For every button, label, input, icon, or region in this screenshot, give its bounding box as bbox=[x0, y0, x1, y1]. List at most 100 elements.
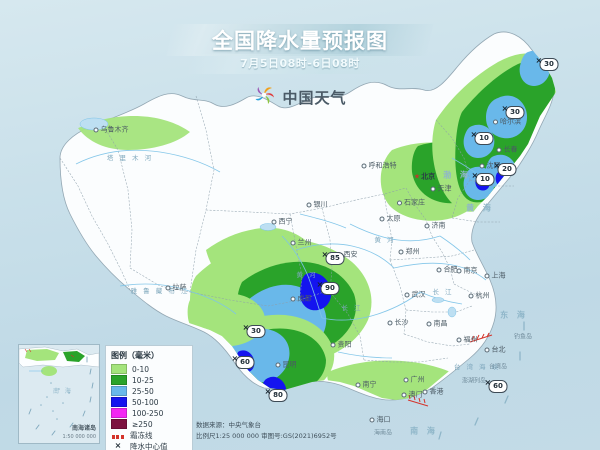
city-label[interactable]: 武汉 bbox=[403, 291, 426, 299]
legend-label: ≥250 bbox=[132, 419, 153, 429]
city-dot-icon bbox=[398, 249, 404, 254]
precip-center-cross-icon: × bbox=[316, 280, 324, 289]
city-label[interactable]: 台北 bbox=[483, 346, 506, 354]
city-label[interactable]: 贵阳 bbox=[329, 341, 352, 349]
city-dot-icon bbox=[93, 127, 99, 132]
city-label[interactable]: ★北京 bbox=[413, 172, 436, 181]
legend-label: 25-50 bbox=[132, 386, 154, 396]
city-label[interactable]: 长春 bbox=[495, 146, 518, 154]
city-label[interactable]: 香港 bbox=[421, 388, 444, 396]
legend-row: 100-250 bbox=[111, 408, 187, 418]
legend-row: 0-10 bbox=[111, 364, 187, 374]
precip-center-cross-icon: × bbox=[264, 387, 272, 396]
legend-row: 10-25 bbox=[111, 375, 187, 385]
city-dot-icon bbox=[426, 321, 432, 326]
map-scale-label: 比例尺1:25 000 000 审图号:GS(2021)6952号 bbox=[196, 432, 337, 440]
south-china-sea-inset-map[interactable]: 南 海 南海诸岛 1:50 000 000 bbox=[18, 344, 100, 444]
city-label[interactable]: 郑州 bbox=[397, 248, 420, 256]
city-dot-icon bbox=[290, 240, 296, 245]
precipitation-center: 10 × bbox=[472, 166, 495, 186]
precipitation-center: 30 × bbox=[502, 99, 525, 119]
precip-center-cross-icon: × bbox=[493, 161, 501, 170]
city-dot-icon bbox=[306, 202, 312, 207]
city-dot-icon bbox=[456, 268, 462, 273]
precipitation-center: 30 × bbox=[243, 318, 266, 338]
legend-swatch bbox=[111, 386, 127, 396]
sea-label: 黄 海 bbox=[466, 203, 494, 213]
city-dot-icon bbox=[479, 163, 485, 168]
city-label[interactable]: 石家庄 bbox=[395, 199, 425, 207]
legend-swatch bbox=[111, 419, 127, 429]
river-label: 黄 河 bbox=[296, 271, 318, 279]
city-label[interactable]: 长沙 bbox=[386, 319, 409, 327]
city-label[interactable]: 南昌 bbox=[425, 320, 448, 328]
city-label[interactable]: 沈阳 bbox=[478, 162, 501, 170]
city-label[interactable]: 海口 bbox=[368, 416, 391, 424]
precip-center-cross-icon: × bbox=[470, 130, 478, 139]
city-label[interactable]: 昆明 bbox=[274, 361, 297, 369]
city-label[interactable]: 合肥 bbox=[435, 266, 458, 274]
city-label[interactable]: 拉萨 bbox=[164, 284, 187, 292]
precipitation-center: 85 × bbox=[322, 245, 345, 265]
river-label: 台 湾 海 峡 bbox=[453, 363, 501, 371]
precipitation-center: 80 × bbox=[265, 382, 288, 402]
precip-center-cross-icon: × bbox=[231, 354, 239, 363]
legend-row-center: × 降水中心值 bbox=[111, 441, 187, 450]
city-label[interactable]: 杭州 bbox=[467, 292, 490, 300]
city-label[interactable]: 南京 bbox=[455, 267, 478, 275]
city-label[interactable]: 哈尔滨 bbox=[491, 118, 521, 126]
city-label[interactable]: 银川 bbox=[305, 201, 328, 209]
legend-label: 100-250 bbox=[132, 408, 164, 418]
legend-title: 图例（毫米） bbox=[111, 351, 159, 360]
precip-center-cross-icon: × bbox=[242, 323, 250, 332]
city-dot-icon bbox=[456, 337, 462, 342]
city-label[interactable]: 西宁 bbox=[270, 218, 293, 226]
inset-scale-label: 1:50 000 000 bbox=[62, 434, 97, 440]
city-dot-icon bbox=[397, 200, 402, 205]
precipitation-center: 30 × bbox=[536, 51, 559, 71]
precipitation-center: 90 × bbox=[317, 275, 340, 295]
city-label[interactable]: 呼和浩特 bbox=[360, 162, 397, 170]
frost-line-icon bbox=[111, 431, 125, 439]
city-dot-icon bbox=[493, 119, 498, 124]
city-label[interactable]: 澳门 bbox=[400, 391, 423, 399]
island-label: 台湾岛 bbox=[488, 363, 508, 371]
precip-center-value: 80 bbox=[268, 389, 288, 402]
lakes bbox=[79, 117, 457, 318]
city-dot-icon bbox=[369, 417, 375, 422]
city-dot-icon bbox=[387, 320, 393, 325]
city-label[interactable]: 广州 bbox=[402, 376, 425, 384]
legend-swatch bbox=[111, 364, 127, 374]
city-label[interactable]: 太原 bbox=[378, 215, 401, 223]
city-label[interactable]: 济南 bbox=[423, 222, 446, 230]
legend-label: 50-100 bbox=[132, 397, 159, 407]
city-dot-icon bbox=[496, 147, 502, 152]
city-label[interactable]: 南宁 bbox=[354, 381, 377, 389]
city-label[interactable]: 上海 bbox=[483, 272, 506, 280]
legend-label: 10-25 bbox=[132, 375, 154, 385]
precip-center-marker-icon: × bbox=[114, 441, 122, 450]
city-label[interactable]: 乌鲁木齐 bbox=[92, 126, 129, 134]
precip-center-value: 10 bbox=[474, 132, 494, 145]
river-label: 长 江 bbox=[341, 304, 363, 312]
precip-center-value: 90 bbox=[320, 282, 340, 295]
island-label: 钓鱼岛 bbox=[513, 333, 533, 341]
legend-label-center: 降水中心值 bbox=[130, 441, 168, 450]
river-label: 长 江 bbox=[432, 288, 454, 296]
legend-swatch bbox=[111, 397, 127, 407]
city-label[interactable]: 兰州 bbox=[289, 239, 312, 247]
precipitation-center: 60 × bbox=[485, 373, 508, 393]
river-label: 黄 河 bbox=[374, 236, 396, 244]
river-label: 雅 鲁 藏 布 江 bbox=[130, 287, 190, 295]
precip-center-cross-icon: × bbox=[501, 104, 509, 113]
precip-center-value: 10 bbox=[475, 173, 495, 186]
city-label[interactable]: 福州 bbox=[455, 336, 478, 344]
precipitation-center: 60 × bbox=[232, 349, 255, 369]
sea-boundary-dashes bbox=[438, 321, 525, 440]
city-label[interactable]: 成都 bbox=[289, 295, 312, 303]
precip-center-cross-icon: × bbox=[484, 378, 492, 387]
island-label: 海南岛 bbox=[373, 429, 393, 437]
city-label[interactable]: 天津 bbox=[429, 185, 452, 193]
city-dot-icon bbox=[484, 273, 490, 278]
